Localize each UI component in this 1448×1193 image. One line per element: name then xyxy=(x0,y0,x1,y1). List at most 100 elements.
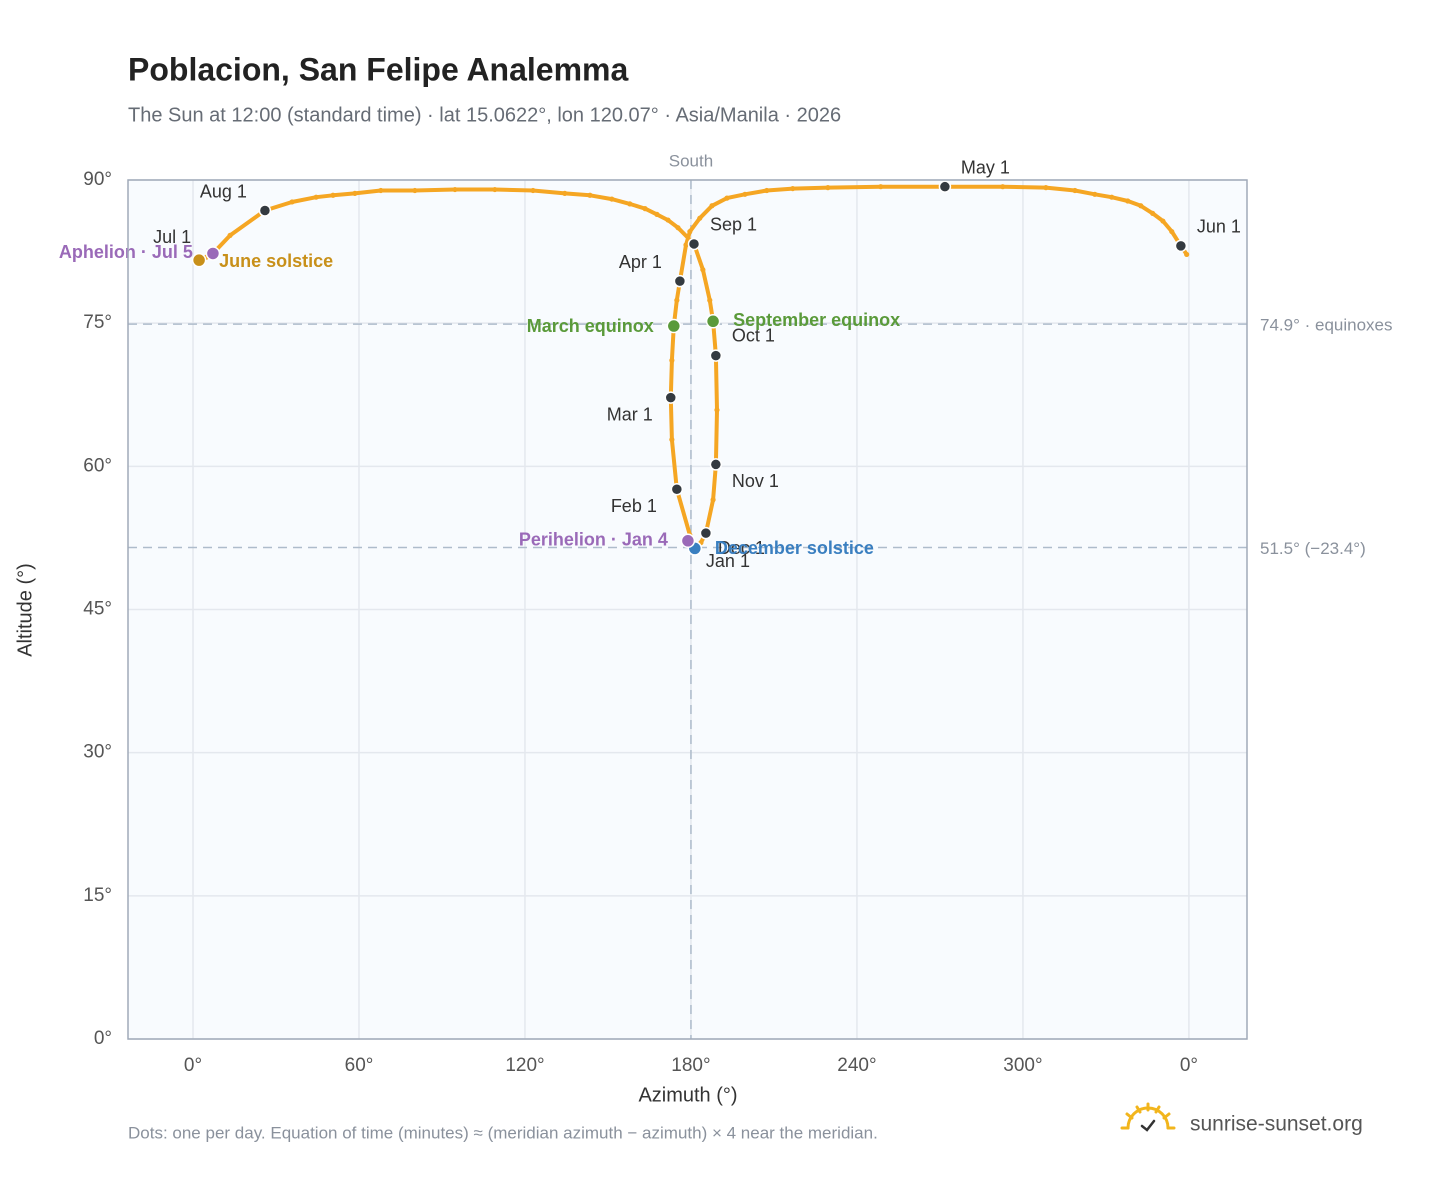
daily-dot xyxy=(707,297,713,303)
daily-dot xyxy=(227,232,233,238)
month-marker xyxy=(258,204,272,217)
month-label: Mar 1 xyxy=(607,404,653,424)
footnote: Dots: one per day. Equation of time (min… xyxy=(128,1123,878,1142)
daily-dot xyxy=(1043,185,1049,191)
event-label: Perihelion · Jan 4 xyxy=(519,530,668,550)
month-label: Jan 1 xyxy=(706,551,750,571)
daily-dot xyxy=(330,192,336,198)
daily-dot xyxy=(878,184,884,190)
daily-dot xyxy=(724,195,730,201)
month-marker xyxy=(664,391,678,404)
daily-dot xyxy=(1169,228,1175,235)
event-label: September equinox xyxy=(733,310,900,330)
daily-dot xyxy=(697,215,703,221)
reference-label: 51.5° (−23.4°) xyxy=(1260,539,1366,558)
month-label: Aug 1 xyxy=(200,181,247,201)
daily-dot xyxy=(1092,191,1098,197)
brand-logo xyxy=(1120,1102,1176,1132)
daily-dot xyxy=(642,206,648,212)
y-tick-label: 75° xyxy=(83,312,112,333)
daily-dot xyxy=(714,407,720,413)
month-label: May 1 xyxy=(961,157,1010,177)
daily-dot xyxy=(669,437,675,443)
month-label: Sep 1 xyxy=(710,215,757,235)
daily-dot xyxy=(587,192,593,198)
x-tick-label: 0° xyxy=(1180,1055,1198,1076)
y-tick-label: 30° xyxy=(83,742,112,763)
daily-dot xyxy=(352,190,358,196)
daily-dot xyxy=(1138,203,1144,209)
daily-dot xyxy=(609,196,615,202)
daily-dot xyxy=(1072,187,1078,194)
daily-dot xyxy=(1000,184,1006,190)
daily-dot xyxy=(674,297,680,303)
daily-dot xyxy=(452,186,458,193)
month-label: Dec 1 xyxy=(718,538,765,558)
daily-dot xyxy=(654,211,660,217)
daily-dot xyxy=(709,203,715,209)
daily-dot xyxy=(530,187,536,194)
daily-dot xyxy=(669,357,675,363)
x-axis-label: Azimuth (°) xyxy=(638,1084,737,1106)
month-marker xyxy=(1174,239,1188,253)
daily-dot xyxy=(1109,194,1115,200)
chart-subtitle: The Sun at 12:00 (standard time) · lat 1… xyxy=(128,104,841,126)
event-marker xyxy=(705,314,721,329)
daily-dot xyxy=(687,228,693,235)
marks: Jan 1 Feb 1 Mar 1 Apr 1 May 1 Jun 1 Jul 1 Aug 1… xyxy=(59,157,1241,571)
event-label: Aphelion · Jul 5 xyxy=(59,242,193,262)
month-label: Feb 1 xyxy=(611,496,657,516)
daily-dot xyxy=(675,225,681,231)
daily-dot xyxy=(492,186,498,193)
event-label: June solstice xyxy=(219,251,333,271)
daily-dot xyxy=(825,185,831,191)
y-tick-label: 15° xyxy=(83,885,112,906)
event-marker xyxy=(666,318,682,334)
y-tick-label: 0° xyxy=(94,1028,112,1049)
y-tick-label: 60° xyxy=(83,455,112,476)
daily-dot xyxy=(683,242,689,248)
month-marker xyxy=(699,526,713,540)
month-label: Nov 1 xyxy=(732,471,779,491)
daily-dot xyxy=(562,190,568,196)
daily-dot xyxy=(742,191,748,197)
month-label: Apr 1 xyxy=(619,252,662,272)
y-tick-label: 90° xyxy=(83,169,112,190)
month-marker xyxy=(673,274,687,288)
daily-dot xyxy=(378,187,384,194)
daily-dot xyxy=(313,194,319,200)
month-label: Oct 1 xyxy=(732,325,775,345)
x-tick-label: 240° xyxy=(837,1055,876,1076)
x-tick-label: 60° xyxy=(345,1055,374,1076)
month-label: Jul 1 xyxy=(153,227,191,247)
x-tick-label: 0° xyxy=(184,1055,202,1076)
daily-dot xyxy=(665,217,671,223)
daily-dot xyxy=(764,187,770,194)
month-marker xyxy=(670,482,684,496)
reference-label: 74.9° · equinoxes xyxy=(1260,316,1393,335)
event-label: March equinox xyxy=(527,316,654,336)
y-axis-label: Altitude (°) xyxy=(14,563,36,657)
x-tick-label: 180° xyxy=(671,1055,710,1076)
event-marker xyxy=(680,533,696,549)
daily-dot xyxy=(289,199,295,205)
event-marker xyxy=(205,246,221,261)
daily-dot xyxy=(700,267,706,273)
x-tick-label: 300° xyxy=(1003,1055,1042,1076)
y-tick-label: 45° xyxy=(83,599,112,620)
month-marker xyxy=(687,237,701,251)
daily-dot xyxy=(412,187,418,194)
chart-title: Poblacion, San Felipe Analemma xyxy=(128,51,628,87)
x-tick-label: 120° xyxy=(505,1055,544,1076)
brand-name: sunrise-sunset.org xyxy=(1190,1113,1363,1136)
daily-dot xyxy=(790,185,796,192)
plot-border xyxy=(127,179,1248,1040)
daily-dot xyxy=(1160,218,1166,224)
daily-dot xyxy=(1150,210,1156,217)
month-label: Jun 1 xyxy=(1197,217,1241,237)
event-marker xyxy=(191,252,207,268)
daily-dot xyxy=(710,497,716,503)
month-marker xyxy=(938,180,952,193)
month-marker xyxy=(709,458,723,471)
